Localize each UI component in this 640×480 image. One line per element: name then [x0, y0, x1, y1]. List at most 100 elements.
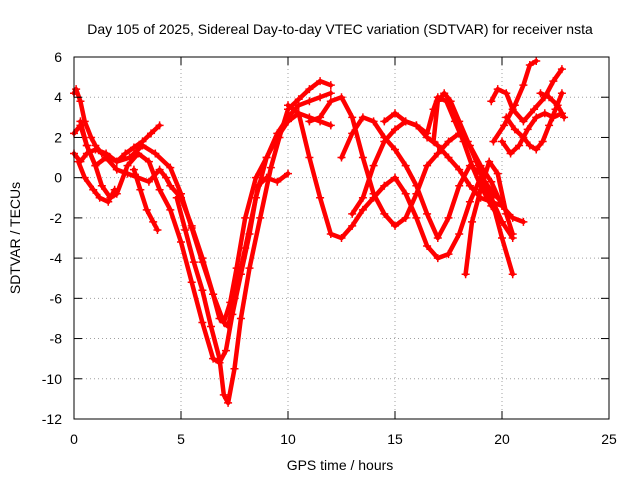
- satellite-track-11-point: [348, 209, 357, 218]
- satellite-track-3-point: [251, 173, 260, 182]
- plot-frame: [73, 56, 610, 420]
- satellite-track-10-point: [358, 113, 367, 122]
- satellite-track-13-point: [433, 97, 442, 106]
- satellite-track-4-point: [187, 278, 196, 287]
- satellite-track-15-point: [530, 105, 539, 114]
- satellite-track-7-point: [206, 322, 215, 331]
- satellite-track-9-point: [348, 113, 357, 122]
- x-tick-label: 10: [280, 431, 296, 447]
- satellite-track-4-point: [228, 310, 237, 319]
- satellite-track-10-point: [337, 153, 346, 162]
- satellite-track-5-point: [74, 157, 83, 166]
- satellite-track-12-point: [498, 217, 506, 226]
- satellite-track-11-point: [380, 137, 389, 146]
- satellite-track-3-point: [215, 314, 224, 323]
- satellite-track-11-point: [369, 161, 378, 170]
- satellite-track-1-point: [147, 129, 156, 138]
- satellite-track-3-point: [219, 318, 228, 327]
- satellite-track-8-point: [348, 221, 357, 230]
- satellite-track-12-point: [487, 201, 496, 210]
- satellite-track-4-point: [123, 161, 132, 170]
- satellite-track-6-point: [129, 165, 138, 174]
- satellite-track-7-point: [294, 95, 303, 104]
- satellite-track-7-point: [316, 77, 325, 86]
- satellite-track-8-point: [380, 181, 389, 190]
- satellite-track-3-point: [262, 153, 271, 162]
- satellite-track-1-point: [155, 121, 164, 130]
- satellite-track-9-point: [326, 97, 335, 106]
- satellite-track-4-point: [134, 149, 143, 158]
- satellite-track-7-point: [326, 81, 335, 90]
- y-tick-label: 6: [54, 49, 62, 65]
- satellite-track-14-point: [468, 217, 477, 226]
- satellite-track-13-point: [489, 189, 498, 198]
- satellite-track-16-point: [540, 109, 549, 118]
- satellite-track-3-point: [187, 221, 196, 230]
- satellite-track-8-point: [294, 109, 303, 118]
- satellite-track-10-point: [433, 234, 442, 242]
- satellite-track-9-point: [305, 117, 314, 126]
- satellite-track-3-point: [102, 153, 111, 162]
- satellite-track-14-point: [485, 157, 494, 166]
- satellite-track-5-point: [95, 193, 104, 202]
- satellite-track-3-point: [326, 121, 335, 130]
- satellite-track-11-point: [465, 181, 474, 190]
- satellite-track-5-point: [110, 185, 119, 194]
- satellite-track-7-point: [198, 286, 207, 295]
- satellite-track-12-point: [401, 117, 410, 126]
- satellite-track-9-point: [337, 93, 346, 102]
- satellite-track-4-point: [82, 141, 91, 150]
- satellite-track-7-point: [224, 398, 233, 407]
- satellite-track-13-point: [472, 157, 481, 166]
- satellite-track-15-point: [519, 117, 528, 126]
- satellite-track-8-point: [305, 153, 314, 162]
- satellite-track-2-point: [138, 141, 147, 150]
- x-axis-label: GPS time / hours: [287, 457, 394, 473]
- satellite-track-7-point: [236, 314, 245, 323]
- satellite-track-14-point: [493, 169, 502, 178]
- satellite-track-3-point: [144, 177, 153, 186]
- satellite-track-9-point: [369, 189, 378, 198]
- satellite-track-4-point: [254, 181, 263, 190]
- satellite-track-11-point: [433, 141, 442, 150]
- satellite-track-4-point: [245, 229, 254, 238]
- satellite-track-7-point: [305, 85, 314, 94]
- satellite-track-18-point: [532, 57, 541, 66]
- satellite-track-8-point: [316, 193, 325, 202]
- satellite-track-1-point: [76, 97, 85, 106]
- satellite-track-7-point: [172, 193, 181, 202]
- satellite-track-17-point: [519, 133, 528, 142]
- satellite-track-9-point: [433, 149, 442, 158]
- y-tick-label: -8: [50, 331, 63, 347]
- satellite-track-7: [172, 77, 335, 407]
- satellite-track-10-point: [444, 213, 453, 222]
- satellite-track-2-point: [326, 89, 335, 98]
- satellite-track-4-point: [155, 185, 164, 194]
- satellite-track-5-point: [104, 197, 113, 206]
- satellite-track-13-point: [463, 137, 472, 146]
- satellite-track-2-point: [166, 163, 175, 172]
- satellite-track-17-point: [532, 145, 541, 154]
- y-tick-label: -4: [50, 250, 63, 266]
- satellite-track-19-trace: [538, 90, 567, 120]
- satellite-track-9-point: [316, 113, 325, 122]
- satellite-track-9-point: [423, 161, 432, 170]
- x-tick-label: 15: [387, 431, 403, 447]
- satellite-track-7-point: [266, 163, 275, 172]
- satellite-track-16-point: [498, 137, 506, 146]
- satellite-track-8-point: [465, 197, 474, 206]
- satellite-track-6: [129, 165, 162, 234]
- satellite-track-9-point: [401, 213, 410, 222]
- satellite-track-8-point: [284, 101, 292, 110]
- satellite-track-2-point: [305, 97, 314, 106]
- satellite-track-7-point: [245, 264, 254, 273]
- satellite-track-6-point: [142, 205, 151, 214]
- satellite-track-15-point: [493, 85, 502, 94]
- satellite-track-7-point: [189, 258, 198, 267]
- satellite-track-14-point: [461, 270, 470, 279]
- y-axis-label: SDTVAR / TECUs: [7, 182, 23, 294]
- satellite-track-4-point: [97, 181, 106, 190]
- satellite-track-8-point: [444, 250, 453, 259]
- satellite-track-3-point: [209, 290, 218, 299]
- satellite-track-14-point: [476, 185, 485, 194]
